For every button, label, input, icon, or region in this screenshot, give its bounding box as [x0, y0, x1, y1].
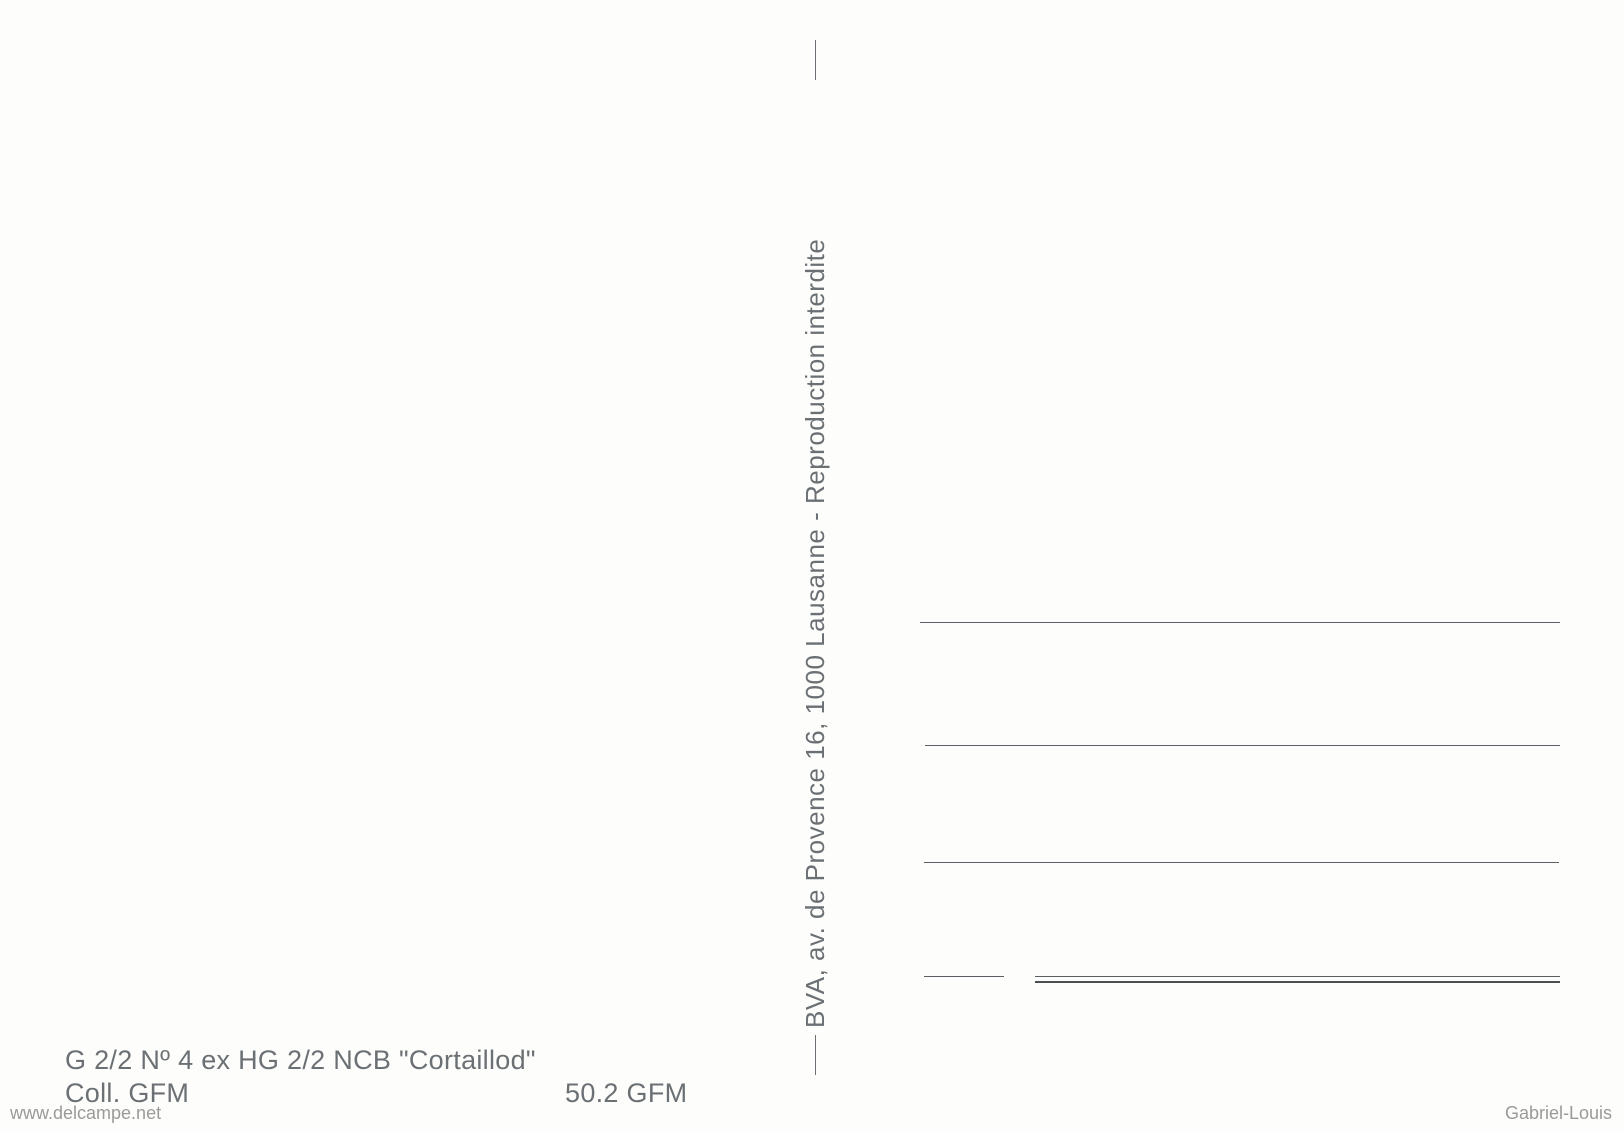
watermark-right: Gabriel-Louis: [1505, 1103, 1612, 1124]
caption-code: 50.2 GFM: [565, 1078, 687, 1109]
address-line-3: [924, 862, 1559, 863]
address-line-2: [925, 745, 1560, 746]
center-divider-top: [815, 40, 816, 80]
address-line-4-city-bold: [1035, 981, 1560, 983]
address-line-1: [920, 622, 1560, 623]
address-line-4-postal: [924, 976, 1004, 977]
address-line-4-city: [1035, 976, 1560, 977]
publisher-text: BVA, av. de Provence 16, 1000 Lausanne -…: [800, 88, 831, 1028]
postcard-back: BVA, av. de Provence 16, 1000 Lausanne -…: [0, 0, 1624, 1132]
watermark-left: www.delcampe.net: [10, 1103, 161, 1124]
center-divider-bottom: [815, 1035, 816, 1075]
caption-title: G 2/2 Nº 4 ex HG 2/2 NCB "Cortaillod": [65, 1045, 536, 1076]
